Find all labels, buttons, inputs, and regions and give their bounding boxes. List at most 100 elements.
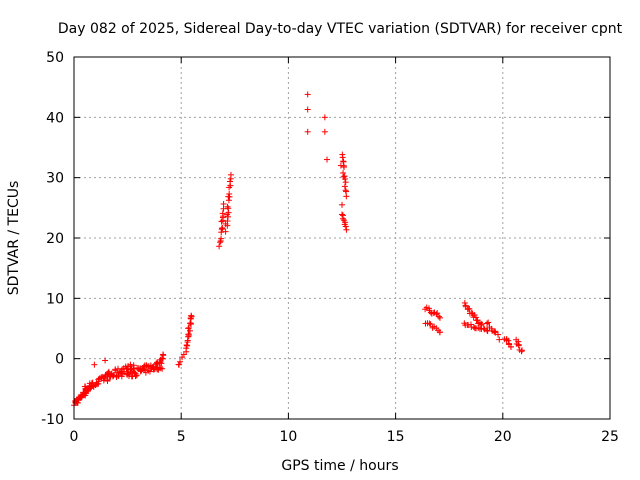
data-point: [217, 239, 224, 246]
data-point: [227, 171, 234, 178]
data-point: [186, 327, 193, 334]
data-point: [224, 213, 231, 220]
data-points: [71, 91, 526, 409]
data-point: [156, 359, 163, 366]
data-point: [484, 327, 491, 334]
data-point: [224, 203, 231, 210]
data-point: [342, 179, 349, 186]
data-point: [484, 320, 491, 327]
x-axis-label: GPS time / hours: [281, 458, 398, 474]
data-point: [102, 357, 109, 364]
data-point: [89, 382, 96, 389]
y-tick-label: 30: [46, 171, 64, 187]
data-point: [505, 337, 512, 344]
data-point: [495, 331, 502, 338]
data-point: [434, 310, 441, 317]
x-tick-label: 0: [70, 429, 79, 445]
y-tick-label: 0: [55, 352, 64, 368]
data-point: [321, 128, 328, 135]
data-point: [341, 164, 348, 171]
data-point: [146, 368, 153, 375]
data-point: [184, 342, 191, 349]
data-point: [188, 321, 195, 328]
data-point: [177, 358, 184, 365]
data-point: [225, 205, 232, 212]
data-point: [185, 324, 192, 331]
data-point: [478, 320, 485, 327]
data-point: [159, 365, 166, 372]
data-point: [104, 378, 111, 385]
data-point: [426, 320, 433, 327]
data-point: [515, 342, 522, 349]
y-tick-label: 40: [46, 110, 64, 126]
data-point: [188, 312, 195, 319]
data-point: [115, 365, 122, 372]
data-point: [341, 175, 348, 182]
x-tick-label: 15: [387, 429, 405, 445]
data-point: [343, 226, 350, 233]
x-tick-label: 5: [177, 429, 186, 445]
data-point: [480, 325, 487, 332]
data-point: [321, 114, 328, 121]
data-point: [176, 361, 183, 368]
data-point: [337, 162, 344, 169]
y-axis-label: SDTVAR / TECUs: [6, 181, 22, 296]
data-point: [219, 210, 226, 217]
x-tick-label: 10: [279, 429, 297, 445]
data-point: [218, 218, 225, 225]
y-tick-label: 50: [46, 50, 64, 66]
data-point: [304, 128, 311, 135]
data-point: [519, 347, 526, 354]
data-point: [304, 91, 311, 98]
data-point: [185, 331, 192, 338]
data-point: [436, 314, 443, 321]
data-point: [518, 348, 525, 355]
x-tick-label: 25: [601, 429, 619, 445]
y-tick-label: -10: [41, 412, 64, 428]
data-point: [105, 369, 112, 376]
data-point: [95, 378, 102, 385]
data-point: [157, 365, 164, 372]
data-point: [496, 336, 503, 343]
data-point: [341, 183, 348, 190]
data-point: [339, 215, 346, 222]
data-point: [141, 366, 148, 373]
data-point: [485, 319, 492, 326]
y-tick-label: 10: [46, 291, 64, 307]
data-point: [220, 200, 227, 207]
data-point: [339, 201, 345, 208]
data-point: [227, 178, 234, 185]
data-point: [342, 223, 349, 230]
data-point: [427, 321, 434, 328]
chart-title: Day 082 of 2025, Sidereal Day-to-day VTE…: [58, 21, 623, 37]
data-point: [461, 299, 468, 306]
data-point: [304, 106, 311, 113]
data-point: [154, 364, 161, 371]
data-point: [225, 197, 232, 204]
data-point: [435, 313, 442, 320]
data-point: [118, 373, 125, 380]
data-point: [91, 361, 98, 368]
data-point: [222, 228, 229, 235]
data-point: [466, 305, 473, 312]
y-tick-label: 20: [46, 231, 64, 247]
data-point: [86, 385, 93, 392]
x-tick-label: 20: [494, 429, 512, 445]
grid: [74, 57, 610, 419]
data-point: [436, 329, 443, 336]
data-point: [505, 340, 512, 347]
data-point: [338, 211, 345, 218]
data-point: [158, 355, 165, 362]
data-point: [133, 372, 140, 379]
data-point: [159, 351, 166, 358]
data-point: [216, 243, 223, 250]
data-point: [218, 235, 225, 242]
data-point: [343, 193, 350, 200]
data-point: [224, 217, 231, 224]
data-point: [323, 156, 330, 163]
data-point: [132, 373, 139, 380]
data-point: [340, 169, 347, 176]
data-point: [219, 224, 226, 231]
